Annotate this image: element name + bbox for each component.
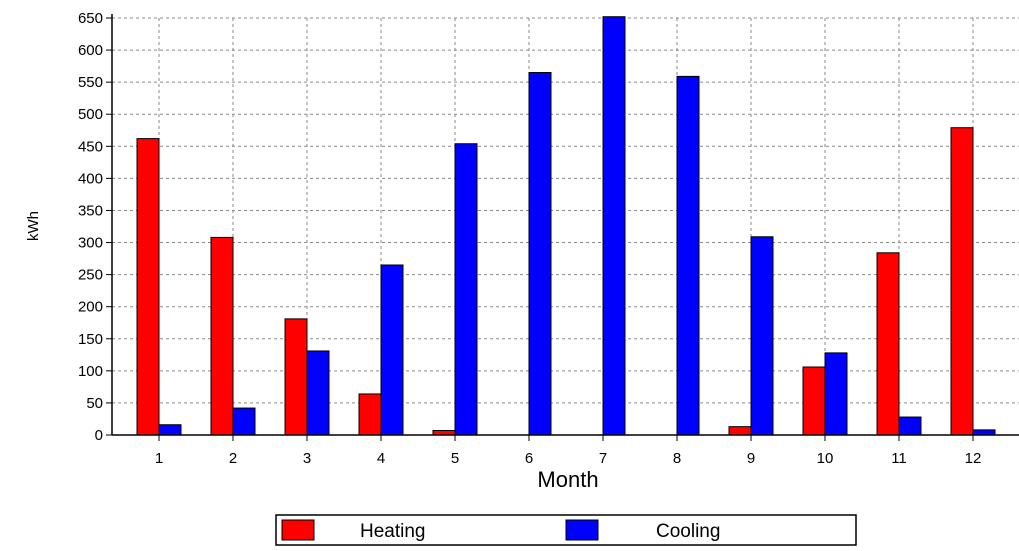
bar-heating-9 bbox=[728, 426, 752, 436]
y-tick-label: 650 bbox=[78, 10, 103, 27]
y-tick-label: 550 bbox=[78, 74, 103, 91]
x-tick-label: 3 bbox=[303, 450, 311, 467]
x-tick-label: 1 bbox=[155, 450, 163, 467]
x-tick-label: 7 bbox=[599, 450, 607, 467]
bar-cooling-11 bbox=[898, 416, 922, 436]
x-tick-label: 12 bbox=[965, 450, 982, 467]
bar-heating-3 bbox=[284, 318, 308, 436]
x-tick-label: 8 bbox=[673, 450, 681, 467]
bar-layer bbox=[136, 16, 996, 436]
bar-cooling-12 bbox=[972, 429, 996, 436]
bar-heating-12 bbox=[950, 127, 974, 436]
bar-cooling-10 bbox=[824, 352, 848, 436]
y-tick-label: 450 bbox=[78, 138, 103, 155]
x-tick-label: 5 bbox=[451, 450, 459, 467]
bar-cooling-8 bbox=[676, 75, 700, 436]
y-tick-label: 350 bbox=[78, 202, 103, 219]
y-tick-label: 50 bbox=[86, 395, 103, 412]
bar-cooling-4 bbox=[380, 264, 404, 436]
bar-heating-11 bbox=[876, 252, 900, 436]
x-tick-label: 2 bbox=[229, 450, 237, 467]
y-tick-label: 500 bbox=[78, 106, 103, 123]
y-tick-label: 250 bbox=[78, 267, 103, 284]
y-tick-label: 400 bbox=[78, 170, 103, 187]
y-tick-label: 150 bbox=[78, 331, 103, 348]
bar-cooling-6 bbox=[528, 72, 552, 436]
legend-swatch-heating bbox=[281, 519, 315, 541]
legend-swatch-cooling bbox=[565, 519, 599, 541]
legend-label-heating: Heating bbox=[360, 521, 426, 542]
y-tick-label: 600 bbox=[78, 42, 103, 59]
bar-cooling-3 bbox=[306, 350, 330, 436]
y-tick-label: 0 bbox=[95, 427, 103, 444]
x-tick-label: 9 bbox=[747, 450, 755, 467]
bar-heating-1 bbox=[136, 138, 160, 436]
x-axis-label: Month bbox=[537, 467, 598, 492]
bar-heating-2 bbox=[210, 236, 234, 436]
legend-label-cooling: Cooling bbox=[656, 521, 720, 542]
bar-heating-10 bbox=[802, 366, 826, 436]
x-tick-label: 11 bbox=[891, 450, 907, 467]
y-tick-label: 200 bbox=[78, 299, 103, 316]
x-tick-label: 10 bbox=[817, 450, 834, 467]
bar-heating-4 bbox=[358, 393, 382, 436]
legend: Heating Cooling bbox=[275, 514, 857, 546]
bar-cooling-9 bbox=[750, 236, 774, 436]
bar-cooling-5 bbox=[454, 143, 478, 436]
grid-layer bbox=[112, 17, 1019, 435]
y-tick-label: 100 bbox=[78, 363, 103, 380]
y-axis-label: kWh bbox=[25, 211, 42, 241]
bar-cooling-2 bbox=[232, 407, 256, 436]
y-tick-label: 300 bbox=[78, 235, 103, 252]
axis-layer: 0 50 100 150 200 250 300 350 400 450 500 550 600 650 1… bbox=[78, 10, 1019, 467]
x-tick-label: 6 bbox=[525, 450, 533, 467]
bar-cooling-1 bbox=[158, 424, 182, 436]
bar-cooling-7 bbox=[602, 16, 626, 436]
x-tick-label: 4 bbox=[377, 450, 385, 467]
